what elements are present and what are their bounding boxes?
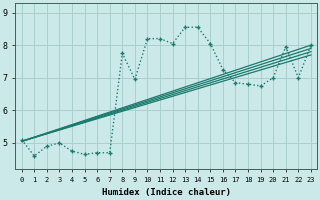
X-axis label: Humidex (Indice chaleur): Humidex (Indice chaleur) — [102, 188, 231, 197]
